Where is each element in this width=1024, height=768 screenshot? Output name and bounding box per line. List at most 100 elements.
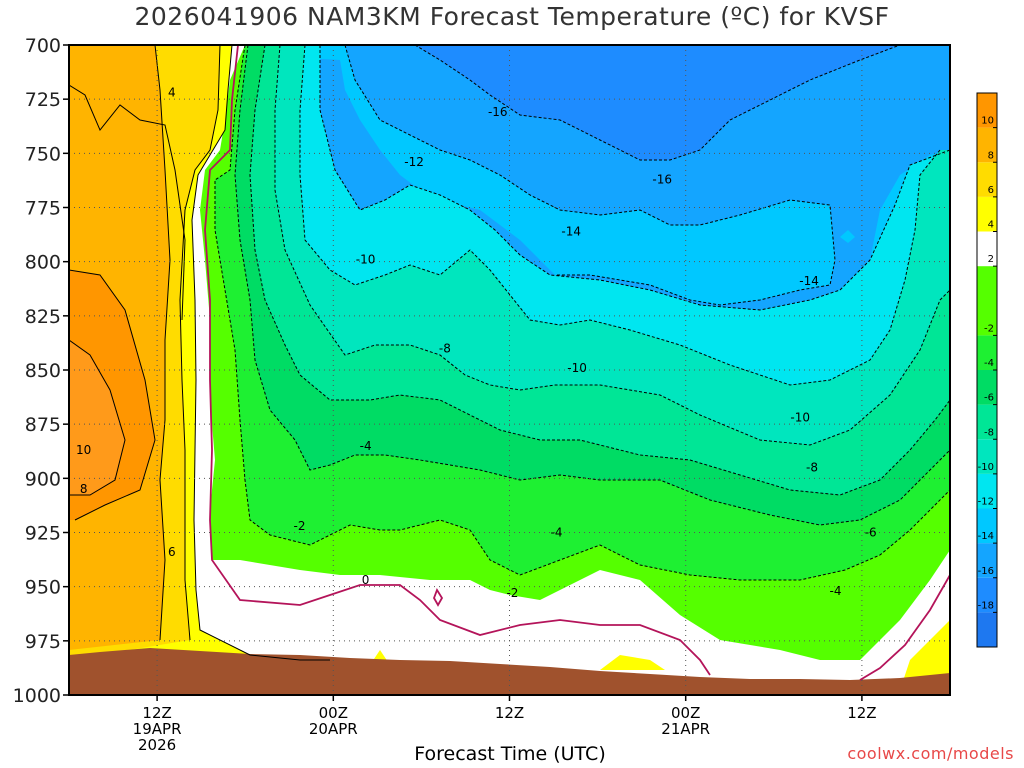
band-blob [840,230,855,243]
contour-label-16: -2 [506,586,518,600]
colorbar-label-0: -18 [978,600,994,611]
y-tick-label-875: 875 [25,414,61,436]
colorbar-swatch-7 [977,370,997,405]
x-tick-label-6-1: 19APR [133,720,182,738]
contour-label-12: -2 [294,519,306,533]
x-tick-label-30-0: 12Z [495,704,524,722]
y-tick-label-775: 775 [25,198,61,220]
contour-label-19: 8 [80,482,88,496]
x-tick-label-42-1: 21APR [661,720,710,738]
colorbar-label-12: 8 [988,150,994,161]
contour-label-0: 4 [168,86,176,100]
contour-label-1: -16 [488,105,508,119]
y-tick-label-850: 850 [25,360,61,382]
colorbar-swatch-12 [977,162,997,197]
isotherm-minus4 [234,45,950,526]
y-tick-label-975: 975 [25,631,61,653]
colorbar-swatch-4 [977,473,997,509]
colorbar-swatch-11 [977,196,997,232]
y-tick-label-700: 700 [25,35,61,57]
contour-label-14: -6 [865,526,877,540]
colorbar-swatch-8 [977,335,997,370]
chart-title: 2026041906 NAM3KM Forecast Temperature (… [134,2,890,31]
y-tick-label-800: 800 [25,252,61,274]
colorbar-label-13: 10 [981,116,994,127]
contour-label-7: -8 [439,341,451,355]
band-10-to-12 [69,340,125,495]
isotherm-minus8 [274,45,950,446]
isotherm-zero-2 [859,574,950,681]
band-minus14-to-minus12 [69,45,950,305]
y-tick-label-825: 825 [25,306,61,328]
x-tick-label-18-0: 00Z [319,704,348,722]
contour-label-11: -4 [360,439,372,453]
contour-label-17: -4 [829,584,841,598]
colorbar-swatch-14 [977,93,997,128]
isotherm-minus10 [299,45,941,386]
colorbar-label-11: 6 [988,185,994,196]
colorbar-swatch-6 [977,404,997,440]
grid [69,45,950,695]
isotherm-4 [179,45,221,641]
colorbar-swatch-2 [977,543,997,578]
y-tick-label-750: 750 [25,143,61,165]
colorbar-label-2: -14 [978,531,994,542]
x-tick-label-42-0: 00Z [671,704,700,722]
isotherm-8 [69,269,156,521]
contour-label-20: 6 [168,545,176,559]
contour-label-10: -8 [806,461,818,475]
contour-label-9: -10 [790,411,810,425]
contour-labels: 4 -16 -16 -12 -14 -14 -10 -8 -10 -10 -8 -4 -2 -4 -6 0 -2… [76,86,877,601]
isotherm-4-upper [69,84,186,321]
colorbar-swatch-13 [977,127,997,163]
y-tick-label-725: 725 [25,89,61,111]
colorbar-label-4: -10 [978,462,994,473]
x-tick-label-6-2: 2026 [138,736,176,754]
isotherm-zero-loop [433,587,444,607]
contour-label-18: 10 [76,443,91,457]
colorbar-swatch-3 [977,508,997,544]
contour-label-2: -16 [652,172,672,186]
colorbar: -18 -16 -14 -12 -10 -8 -6 -4 -2 2 4 6 8 10 [976,92,998,648]
terrain [69,648,950,695]
isotherm-minus6 [249,45,950,496]
y-tick-label-950: 950 [25,577,61,599]
colorbar-label-3: -12 [978,497,994,508]
colorbar-swatch-0 [977,612,997,647]
colorbar-swatch-5 [977,439,997,474]
colorbar-label-8: -2 [984,323,994,334]
isotherm-2 [191,45,330,661]
contour-label-5: -14 [799,274,819,288]
isotherm-10 [69,339,126,496]
isotherm-6 [154,45,171,641]
contour-label-4: -14 [561,224,581,238]
contour-label-8: -10 [567,361,587,375]
x-tick-label-18-1: 20APR [309,720,358,738]
isotherm-minus16 [414,45,901,161]
colorbar-label-9: 2 [988,254,994,265]
x-axis-label: Forecast Time (UTC) [414,743,606,765]
colorbar-label-1: -16 [978,566,994,577]
isotherm-minus12 [319,45,950,311]
colorbar-label-6: -6 [984,393,994,404]
colorbar-label-5: -8 [984,427,994,438]
contour-label-15: 0 [362,573,370,587]
y-axis: 700 725 750 775 800 825 850 875 900 925 950 975 1000 [13,35,69,707]
isotherm-zero [204,45,711,676]
isotherm-minus14 [344,45,836,306]
contour-label-6: -10 [356,253,376,267]
colorbar-swatch-1 [977,577,997,613]
contour-label-13: -4 [551,526,563,540]
y-tick-label-900: 900 [25,468,61,490]
credit-text: coolwx.com/models [847,744,1014,763]
colorbar-label-7: -4 [984,358,994,369]
contour-label-3: -12 [404,155,424,169]
colorbar-swatch-10 [977,231,997,267]
y-tick-label-1000: 1000 [13,685,61,707]
colorbar-label-10: 4 [988,220,994,231]
x-tick-label-54-0: 12Z [847,704,876,722]
colorbar-swatch-9 [977,266,997,336]
y-tick-label-925: 925 [25,523,61,545]
